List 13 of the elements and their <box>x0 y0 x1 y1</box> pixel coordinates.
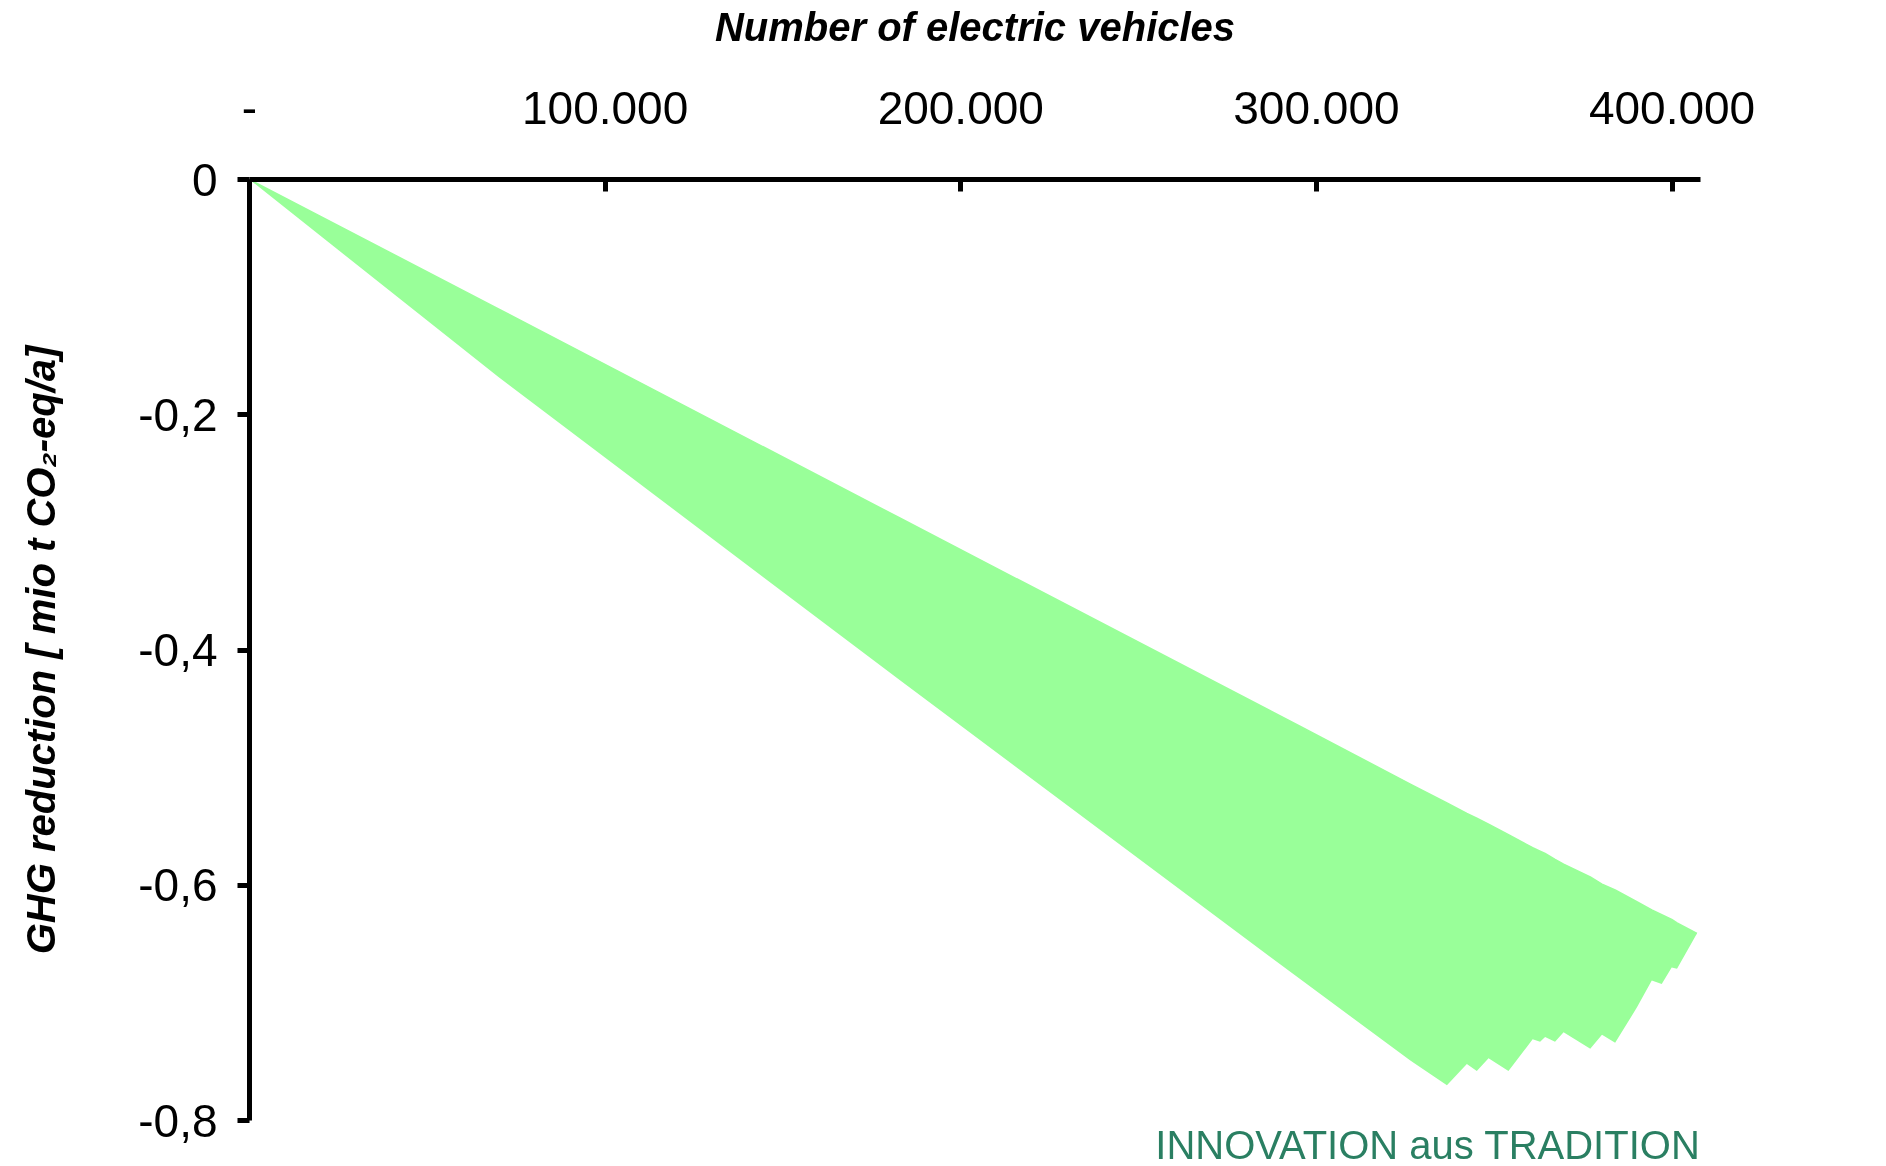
x-tick-label: 300.000 <box>1233 81 1400 134</box>
x-tick-label: 400.000 <box>1588 81 1756 134</box>
x-axis-title: Number of electric vehicles <box>714 4 1236 49</box>
x-tick-label: 100.000 <box>522 81 689 134</box>
y-tick-label: -0,8 <box>138 1094 218 1147</box>
x-tick-label: 200.000 <box>877 81 1044 134</box>
y-axis-title: GHG reduction [ mio t CO₂-eq/a] <box>19 344 64 955</box>
y-tick-label: -0,2 <box>138 388 218 441</box>
y-tick-label: -0,4 <box>138 624 218 676</box>
text: INNOVATION aus TRADITION <box>1155 1122 1700 1166</box>
y-tick-label: -0,6 <box>138 859 218 912</box>
y-tick-label: 0 <box>191 153 218 206</box>
x-tick-label: - <box>241 81 258 134</box>
